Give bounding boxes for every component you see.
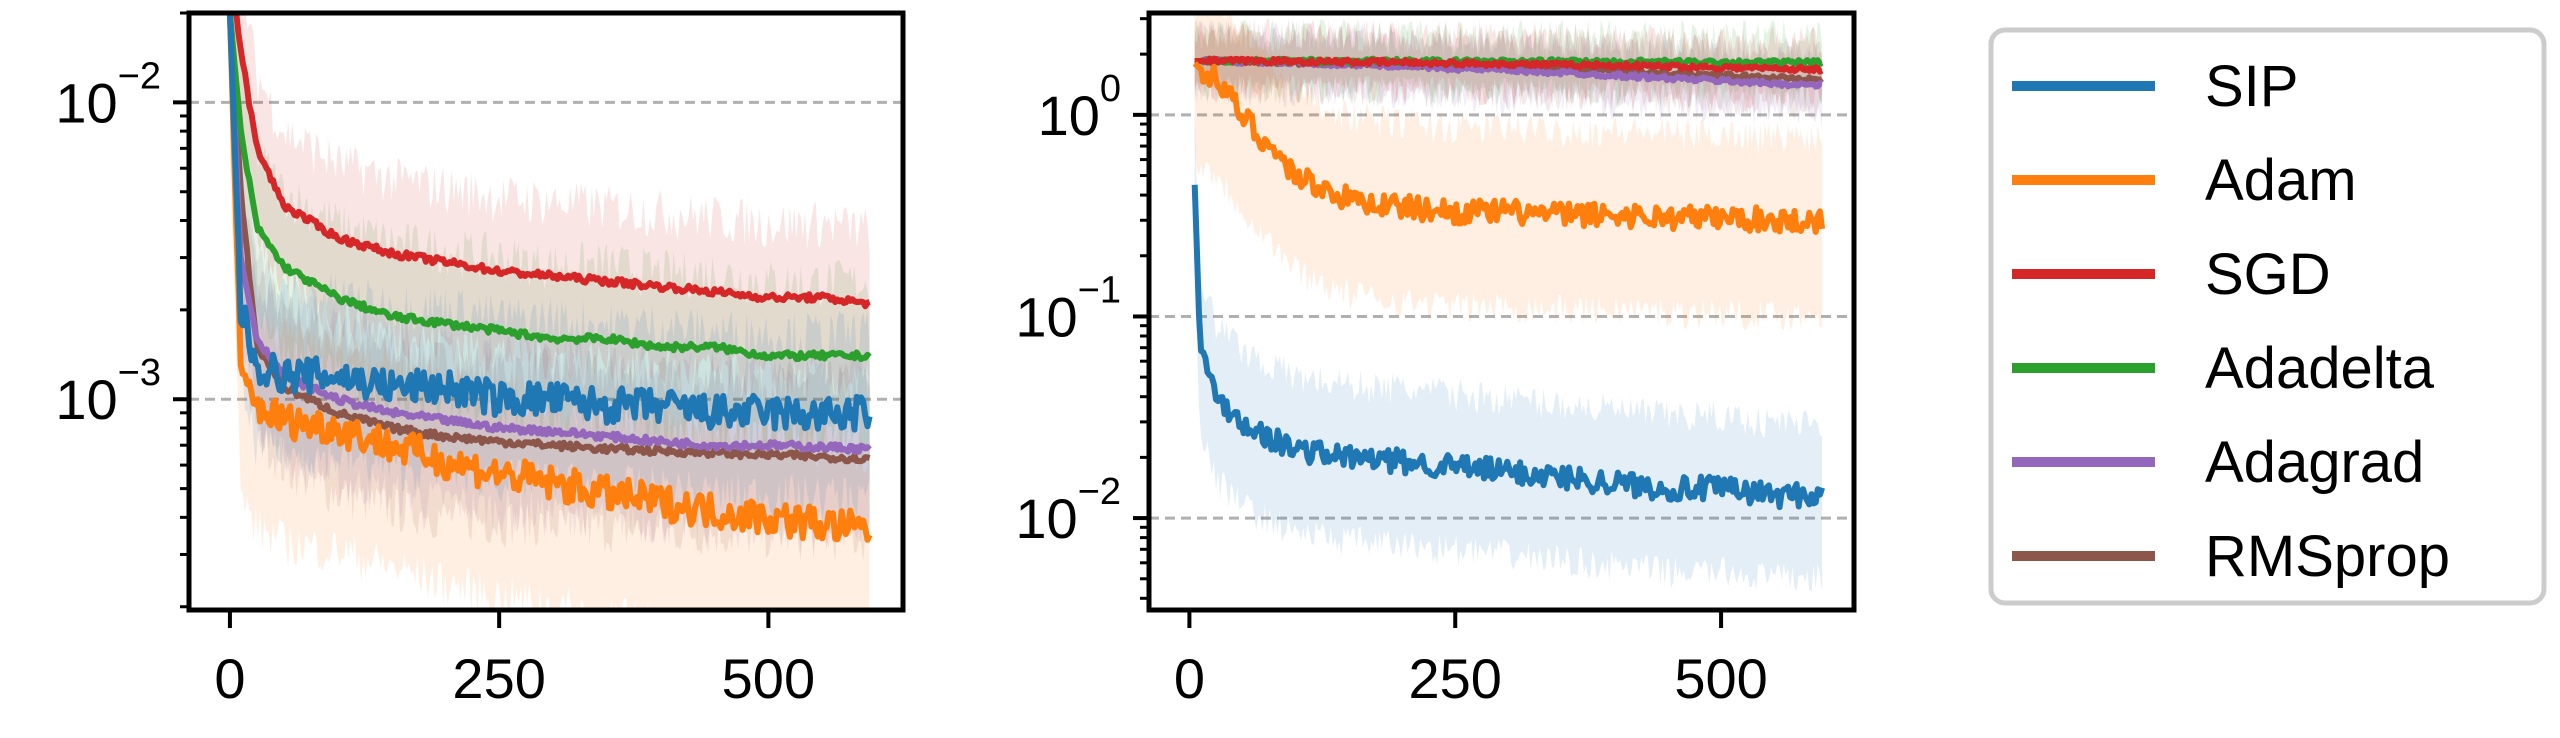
y-tick-label: 100	[1038, 68, 1121, 147]
x-tick-label: 0	[214, 647, 245, 710]
y-tick-exponent: −2	[1078, 471, 1121, 513]
x-tick-label: 500	[722, 647, 815, 710]
y-tick-base: 10	[55, 71, 117, 134]
legend-label: RMSprop	[2205, 524, 2450, 589]
y-tick-base: 10	[1015, 285, 1077, 348]
legend-label: Adagrad	[2205, 430, 2424, 495]
band-adam	[1194, 13, 1823, 331]
legend-label: Adam	[2205, 148, 2357, 213]
legend-item-sip: SIP	[2012, 54, 2299, 119]
y-tick-exponent: −1	[1078, 269, 1121, 311]
legend-item-rmsprop: RMSprop	[2012, 524, 2450, 589]
legend-item-sgd: SGD	[2012, 242, 2331, 307]
y-tick-exponent: −2	[118, 55, 161, 97]
y-tick-exponent: −3	[118, 352, 161, 394]
line-adadelta	[226, 13, 872, 363]
x-tick-label: 0	[1174, 647, 1205, 710]
x-tick-label: 250	[1409, 647, 1502, 710]
legend-item-adam: Adam	[2012, 148, 2357, 213]
legend-label: SIP	[2205, 54, 2299, 119]
line-sgd	[1193, 55, 1824, 75]
line-adam	[226, 13, 873, 543]
band-adagrad	[1194, 19, 1823, 131]
band-sgd	[229, 13, 870, 404]
legend-label: Adadelta	[2205, 336, 2435, 401]
line-sgd	[233, 13, 871, 310]
band-sip	[1194, 111, 1823, 593]
x-tick-label: 250	[452, 647, 545, 710]
y-tick-label: 10−1	[1015, 269, 1121, 348]
line-adagrad	[226, 13, 872, 455]
x-tick-label: 500	[1674, 647, 1767, 710]
y-tick-exponent: 0	[1100, 68, 1121, 110]
plot-area	[1149, 13, 1854, 593]
y-tick-base: 10	[55, 368, 117, 431]
axes-frame	[1146, 10, 1857, 613]
line-adam	[1192, 61, 1826, 235]
legend-label: SGD	[2205, 242, 2331, 307]
y-tick-base: 10	[1015, 487, 1077, 550]
legend: SIP Adam SGD Adadelta Adagrad RMSprop	[1988, 27, 2547, 606]
plot-area	[189, 13, 903, 610]
y-tick-base: 10	[1038, 84, 1100, 147]
y-tick-label: 10−2	[55, 55, 161, 134]
line-sip	[1191, 184, 1825, 511]
axes-frame	[186, 10, 906, 613]
line-rmsprop	[226, 13, 871, 465]
legend-item-adadelta: Adadelta	[2012, 336, 2435, 401]
line-sip	[226, 13, 873, 433]
y-tick-label: 10−3	[55, 352, 161, 431]
y-tick-label: 10−2	[1015, 471, 1121, 550]
legend-item-adagrad: Adagrad	[2012, 430, 2424, 495]
